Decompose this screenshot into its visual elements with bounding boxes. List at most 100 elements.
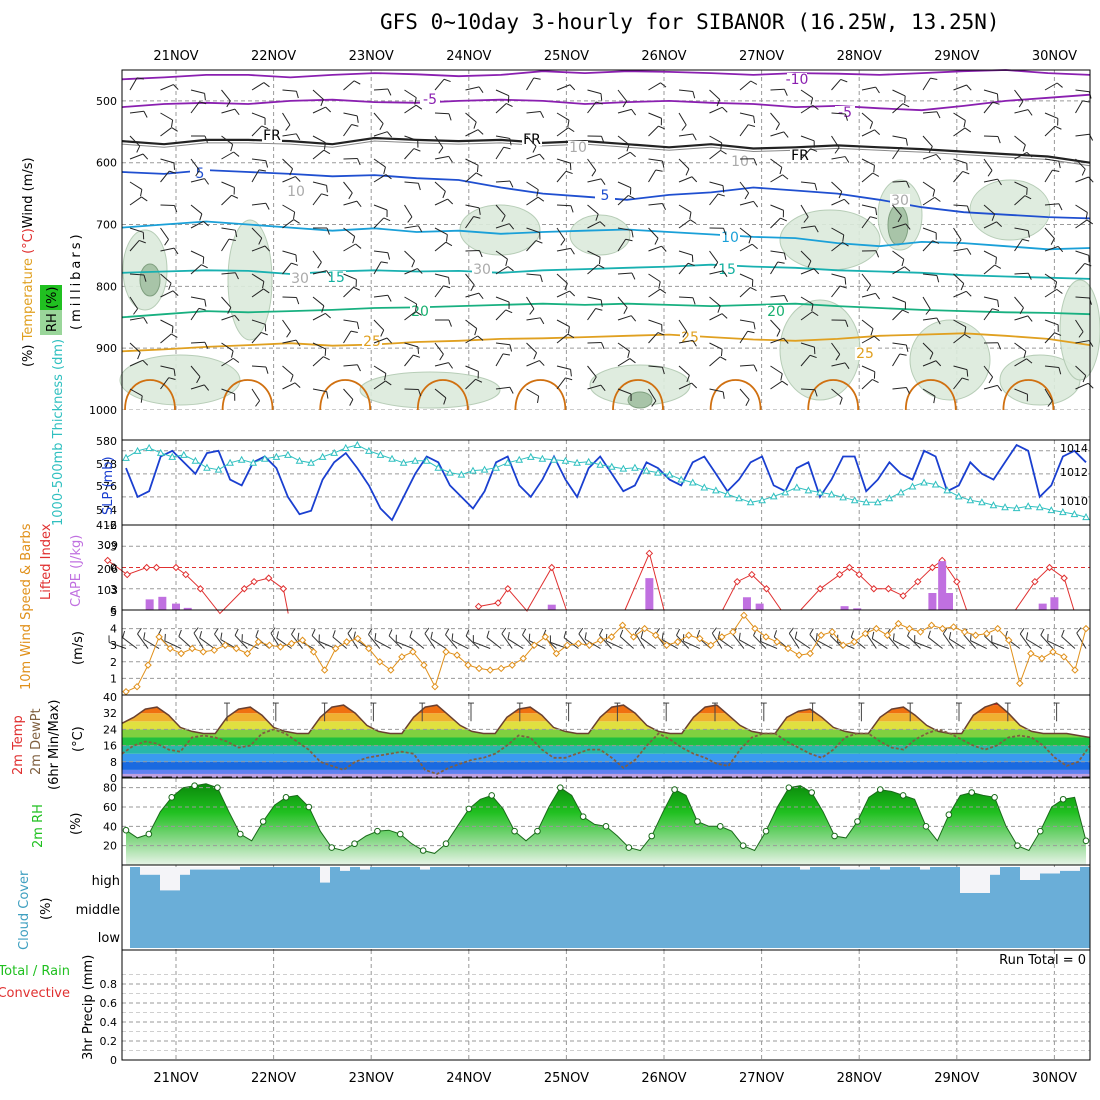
wind-barb: [678, 365, 690, 376]
wind-barb: [892, 309, 903, 321]
wind-barb: [404, 89, 417, 99]
wind-barb: [816, 639, 833, 649]
wind-tick: 5: [110, 606, 117, 619]
day-label-top: 22NOV: [251, 49, 296, 64]
lifted-marker: [240, 585, 249, 593]
wind10m-marker: [552, 649, 561, 658]
thickness-marker: [295, 456, 304, 464]
wind-barb-flag: [348, 192, 353, 200]
thickness-marker: [908, 482, 917, 490]
wind-barb-flag: [595, 308, 603, 311]
contour-label-bg: [787, 73, 807, 86]
thickness-ylabel: 1000-500mb Thickness (dm): [51, 339, 66, 526]
wind-barb-flag: [750, 80, 758, 85]
wind-barb-flag: [687, 262, 695, 267]
pressure-ylabel: (millibars): [69, 231, 84, 330]
wind-barb-flag: [783, 131, 789, 138]
wind-barb-flag: [660, 82, 667, 88]
wind-barb-flag: [203, 384, 210, 391]
wind-barb: [1014, 227, 1029, 232]
wind-barb: [617, 296, 628, 308]
thickness-marker: [1070, 510, 1079, 518]
wind-barb: [587, 264, 599, 275]
cloud-gap: [1060, 867, 1080, 871]
thickness-marker: [330, 448, 339, 456]
wind-barb-flag: [640, 631, 644, 639]
wind-barb-flag: [1052, 169, 1060, 172]
thickness-marker: [503, 458, 512, 466]
wind10m-marker: [773, 638, 781, 646]
wind-barb-flag: [220, 632, 223, 640]
wind-barb-flag: [1026, 152, 1033, 158]
wind-barb: [129, 342, 141, 353]
contour-label: 20: [411, 304, 429, 320]
wind-barb: [465, 319, 477, 329]
thickness-tick: 574: [96, 504, 117, 517]
wind-barb-flag: [474, 328, 478, 336]
wind-barb-flag: [1054, 125, 1062, 130]
wind-barb: [311, 635, 325, 649]
cloud-gap: [800, 867, 810, 870]
wind-barb-flag: [654, 238, 659, 245]
wind-barb: [831, 227, 844, 236]
wind-barb-flag: [528, 633, 531, 641]
thickness-marker: [260, 454, 269, 462]
wind-barb-flag: [1027, 230, 1030, 238]
contour-label-bg: [766, 305, 786, 318]
wind-barb: [739, 273, 753, 281]
wind-barb: [1014, 151, 1028, 160]
wind-barb-flag: [899, 353, 907, 356]
wind-barb: [709, 250, 719, 263]
wind-barb: [312, 356, 324, 367]
wind-barb-flag: [570, 248, 575, 255]
wind-barb-flag: [1081, 168, 1086, 176]
dewpt-ylabel: 2m DewPt: [29, 708, 44, 775]
wind-barb-flag: [994, 264, 1002, 269]
contour-label: FR: [263, 128, 281, 144]
wind-barb: [831, 241, 843, 252]
wind-barb: [788, 633, 800, 649]
wind-barb-flag: [199, 213, 203, 221]
wind-barb: [861, 112, 873, 123]
thickness-marker: [526, 452, 535, 460]
wind-barb: [526, 273, 541, 276]
lifted-marker: [143, 563, 151, 572]
contour-label-bg: [730, 155, 750, 168]
wind-barb-flag: [171, 326, 174, 334]
wind-barb-flag: [812, 311, 819, 317]
wind-barb-flag: [368, 628, 373, 635]
wind-barb: [129, 240, 140, 252]
ylabel-part-w: Wind: [21, 196, 36, 229]
wind-barb-flag: [443, 397, 447, 405]
wind-barb-flag: [563, 630, 567, 638]
wind-barb-flag: [349, 399, 354, 406]
wind-barb: [892, 223, 907, 229]
wind-barb: [282, 176, 296, 183]
wind-barb-flag: [537, 395, 540, 403]
day-label-bottom: 21NOV: [153, 1071, 198, 1086]
wind-barb-flag: [387, 88, 392, 96]
wind-barb: [368, 634, 381, 649]
wind-barb: [129, 153, 144, 160]
wind-barb-flag: [486, 630, 490, 638]
contour-label: 30: [891, 193, 909, 209]
day-label-bottom: 27NOV: [739, 1071, 784, 1086]
thickness-marker: [318, 452, 327, 460]
wind-barb: [640, 637, 656, 649]
wind-barb-flag: [415, 311, 422, 316]
wind-barb-flag: [214, 627, 219, 635]
wind-barb: [465, 365, 479, 372]
wind-barb: [526, 317, 541, 321]
wind-barb-flag: [720, 349, 723, 357]
lifted-marker: [845, 563, 854, 572]
wind-barb: [800, 204, 809, 218]
wind-barb: [678, 89, 693, 92]
wind-barb: [526, 227, 540, 234]
wind-barb: [678, 133, 693, 137]
rh2m-marker: [899, 792, 907, 799]
wind10m-marker: [475, 664, 483, 673]
wind-barb: [129, 181, 143, 190]
wind-barb: [434, 285, 444, 298]
wind-barb: [404, 296, 417, 305]
wind-barb: [312, 89, 324, 100]
